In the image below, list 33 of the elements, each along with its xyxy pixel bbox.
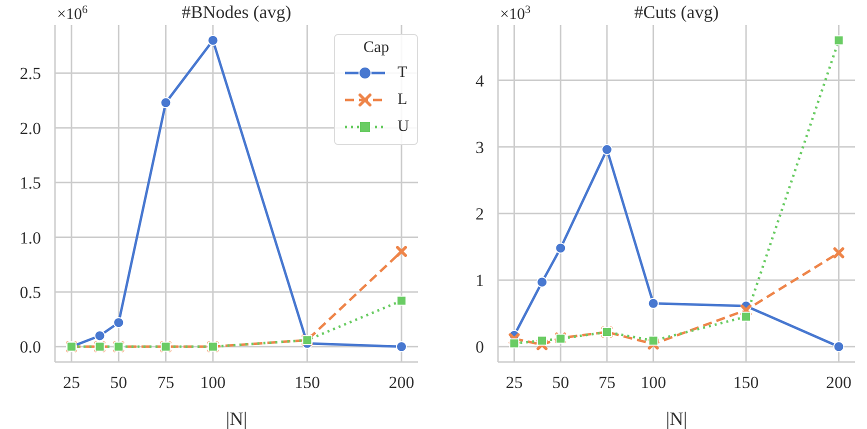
x-tick-label: 25	[506, 373, 523, 392]
legend-label: L	[397, 90, 408, 108]
x-tick-label: 50	[552, 373, 570, 392]
x-tick-label: 200	[388, 373, 414, 392]
legend-title: Cap	[362, 39, 390, 57]
text: ×10$^{6}$	[57, 4, 88, 23]
y-tick-label: 1	[476, 271, 484, 290]
y-tick-label: 1.0	[20, 228, 41, 248]
y-tick-label: 1.5	[20, 174, 41, 193]
x-tick-label: 100	[640, 373, 666, 392]
x-tick-label: 150	[733, 373, 759, 392]
chart-title: #BNodes (avg)	[182, 2, 292, 22]
x-tick-label: 75	[157, 373, 174, 392]
legend-label: T	[397, 64, 408, 82]
y-tick-label: 3	[476, 138, 484, 157]
x-tick-label: 25	[63, 373, 80, 392]
y-tick-label: 0.0	[20, 338, 41, 357]
y-tick-label: 2.0	[20, 118, 41, 138]
y-tick-label: 2	[476, 204, 484, 224]
x-axis-title: |N|	[666, 409, 688, 429]
x-tick-label: 100	[200, 373, 226, 392]
y-tick-label: 0	[476, 338, 484, 357]
y-tick-label: 4	[476, 71, 484, 90]
x-tick-label: 200	[826, 373, 852, 392]
x-axis-title: |N|	[226, 409, 248, 429]
x-tick-label: 75	[598, 373, 616, 392]
x-tick-label: 50	[110, 373, 128, 392]
chart-title: #Cuts (avg)	[634, 2, 719, 22]
text: ×10$^{3}$	[500, 4, 532, 23]
y-tick-label: 2.5	[20, 64, 41, 84]
y-tick-label: 0.5	[20, 283, 41, 302]
x-tick-label: 150	[294, 373, 320, 392]
legend-label: U	[397, 118, 409, 136]
